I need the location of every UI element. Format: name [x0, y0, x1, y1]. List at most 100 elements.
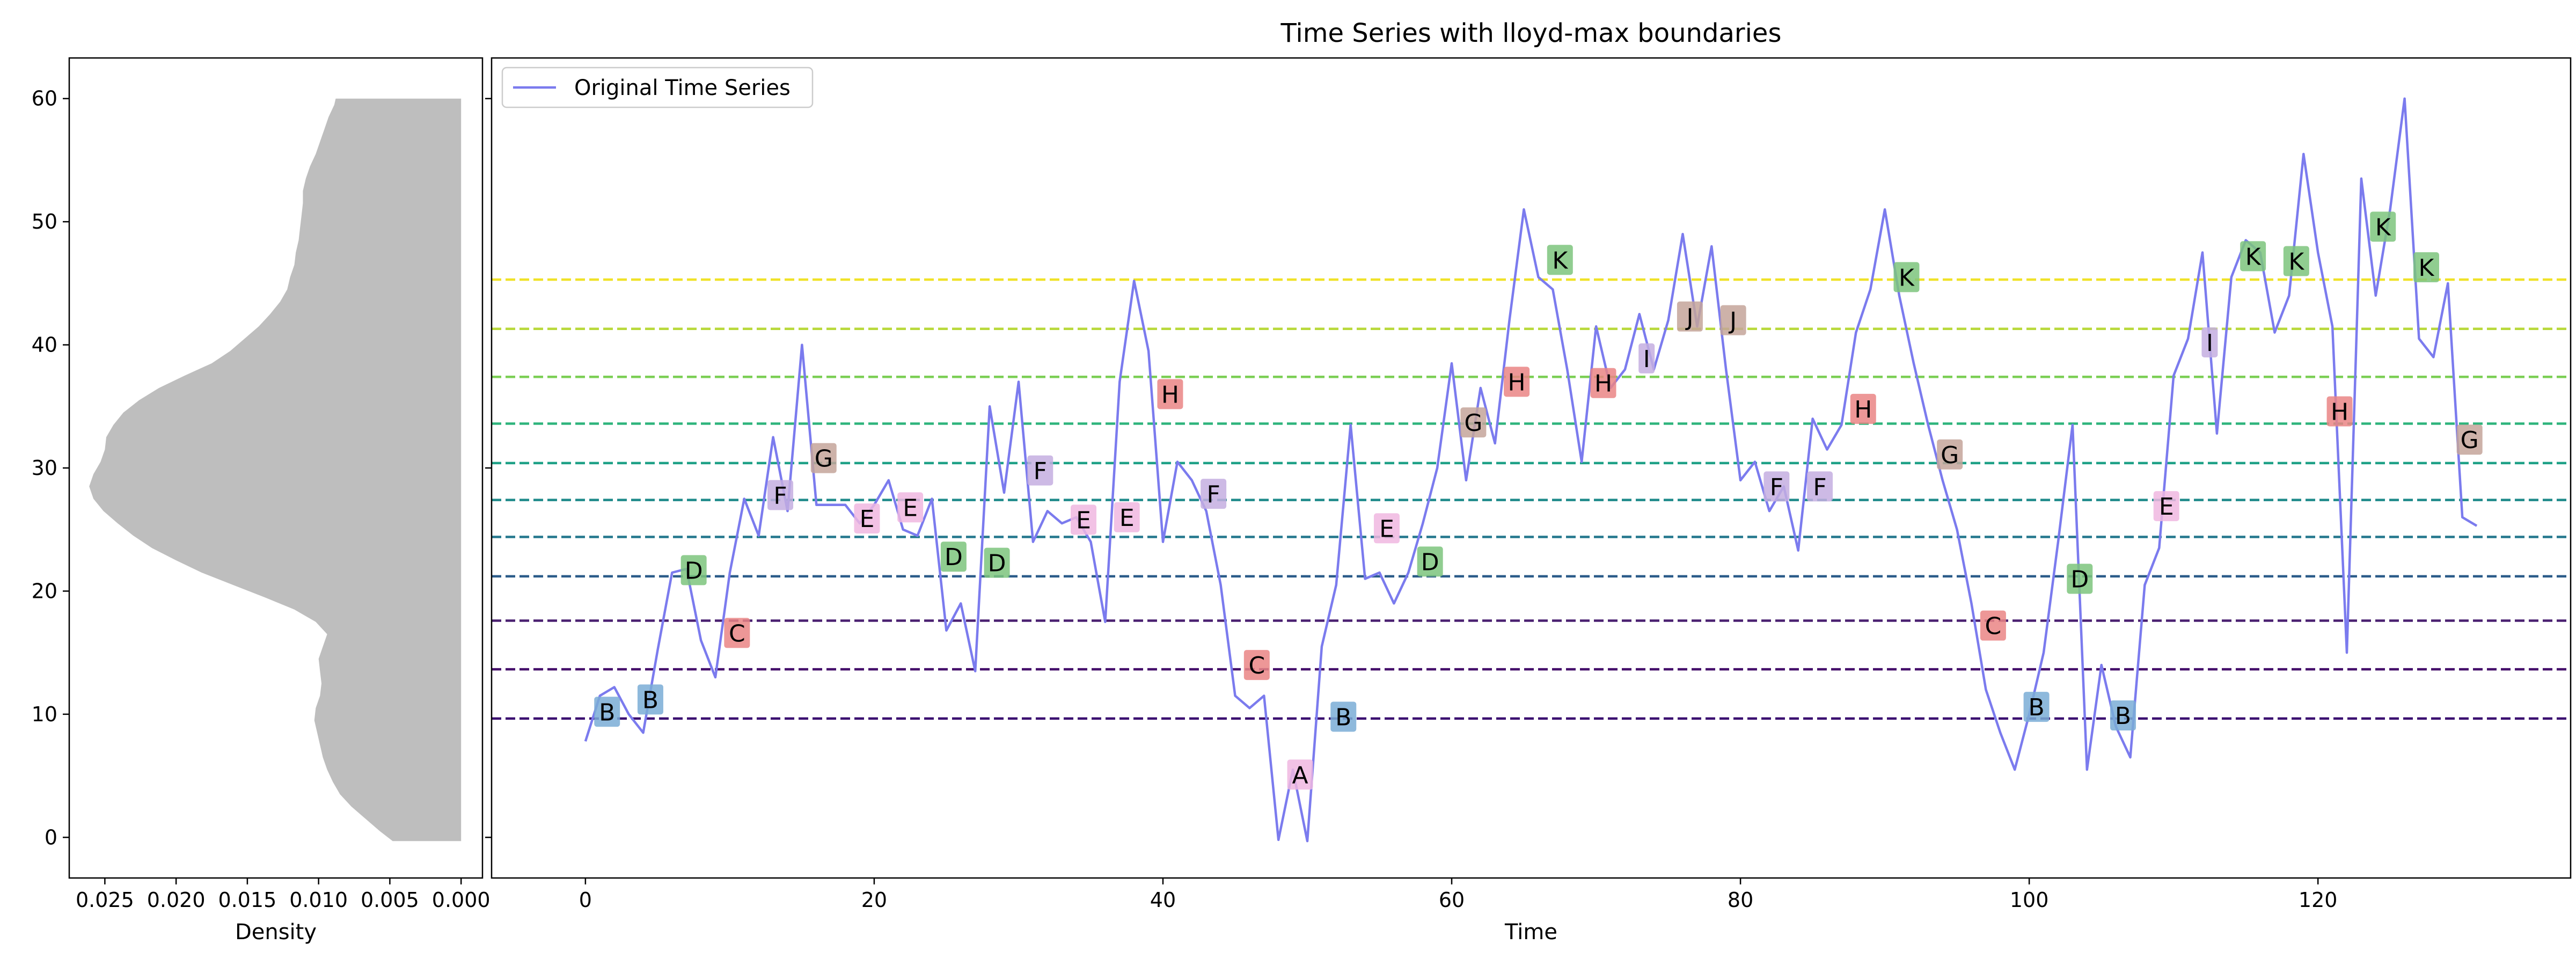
- symbol-label-box: [2153, 491, 2179, 522]
- symbol-annotation: K: [1547, 245, 1573, 275]
- symbol-label-text: F: [1770, 473, 1783, 501]
- symbol-label-box: [1373, 513, 1400, 544]
- symbol-label-box: [1638, 343, 1655, 374]
- symbol-label-text: J: [1728, 308, 1737, 335]
- symbol-label-text: B: [2115, 702, 2131, 730]
- density-y-tick-label: 20: [32, 579, 57, 603]
- symbol-label-text: K: [1899, 264, 1915, 291]
- symbol-label-text: H: [1508, 369, 1526, 396]
- symbol-annotation: B: [594, 697, 620, 727]
- symbol-annotation: C: [1243, 650, 1270, 680]
- symbol-label-text: E: [1379, 515, 1394, 543]
- symbol-annotation: B: [1330, 701, 1357, 732]
- symbol-label-box: [2067, 564, 2093, 594]
- symbol-label-box: [594, 697, 620, 727]
- symbol-label-box: [2326, 396, 2353, 427]
- symbol-annotation: I: [1638, 343, 1655, 374]
- symbol-annotation: E: [1071, 504, 1097, 535]
- symbol-label-box: [1287, 759, 1313, 790]
- symbol-annotation: E: [897, 492, 924, 523]
- symbol-label-box: [680, 555, 707, 586]
- symbol-label-box: [1504, 367, 1530, 397]
- symbol-annotation: C: [724, 618, 750, 648]
- symbol-label-text: H: [1161, 381, 1179, 408]
- density-y-tick-label: 60: [32, 87, 57, 111]
- density-x-tick-label: 0.005: [361, 888, 419, 912]
- time-x-tick-label: 20: [861, 888, 887, 912]
- symbol-label-box: [1417, 546, 1443, 577]
- symbol-label-text: A: [1292, 762, 1308, 789]
- symbol-annotation: C: [1980, 610, 2006, 641]
- symbol-annotation: F: [1807, 471, 1833, 502]
- symbol-annotation: K: [2370, 211, 2396, 242]
- symbol-annotation: G: [1937, 439, 1963, 470]
- symbol-label-box: [1157, 379, 1183, 409]
- symbol-annotation: H: [1157, 379, 1183, 409]
- symbol-annotation: H: [2326, 396, 2353, 427]
- symbol-label-text: I: [1643, 346, 1650, 373]
- symbol-annotation: F: [1027, 455, 1053, 486]
- density-axes-frame: [68, 57, 484, 879]
- symbol-label-text: K: [1552, 247, 1568, 274]
- symbol-label-text: B: [2029, 694, 2045, 721]
- symbol-label-text: E: [2159, 493, 2174, 521]
- time-y-ticks: [485, 98, 492, 838]
- density-y-tick-label: 50: [32, 210, 57, 233]
- symbol-label-text: C: [729, 620, 745, 647]
- symbol-label-box: [1071, 504, 1097, 535]
- symbol-label-box: [897, 492, 924, 523]
- symbol-annotation: B: [637, 684, 663, 715]
- symbol-label-text: G: [1941, 442, 1959, 469]
- density-x-tick-label: 0.010: [289, 888, 348, 912]
- symbol-label-box: [1243, 650, 1270, 680]
- legend-entry-original-time-series: Original Time Series: [574, 76, 791, 100]
- symbol-label-text: C: [1248, 652, 1265, 679]
- density-y-tick-label: 10: [32, 702, 57, 726]
- symbol-annotation: H: [1590, 368, 1616, 398]
- symbol-label-text: I: [2206, 330, 2213, 357]
- symbol-annotation: E: [1114, 502, 1140, 532]
- symbol-label-box: [1720, 305, 1746, 335]
- symbol-label-box: [1330, 701, 1357, 732]
- symbol-label-text: B: [599, 699, 615, 726]
- symbol-annotation: J: [1677, 301, 1703, 332]
- symbol-label-text: G: [1464, 409, 1482, 437]
- time-x-ticks: 0 20 40 60 80 100 120: [579, 878, 2338, 912]
- symbol-label-box: [1201, 479, 1227, 509]
- density-x-tick-label: 0.000: [432, 888, 491, 912]
- symbol-annotation: A: [1287, 759, 1313, 790]
- symbol-label-box: [2110, 700, 2136, 731]
- symbol-annotation: H: [1504, 367, 1530, 397]
- symbol-label-text: F: [1206, 481, 1220, 508]
- symbol-label-text: K: [2245, 243, 2262, 270]
- symbol-label-text: D: [988, 550, 1006, 577]
- symbol-label-box: [2456, 425, 2483, 455]
- symbol-annotation: D: [1417, 546, 1443, 577]
- time-x-tick-label: 120: [2299, 888, 2338, 912]
- symbol-label-text: J: [1685, 304, 1693, 331]
- symbol-label-text: E: [860, 506, 875, 533]
- symbol-label-text: F: [773, 482, 787, 509]
- symbol-label-box: [1114, 502, 1140, 532]
- density-y-tick-label: 0: [45, 825, 57, 849]
- symbol-annotation: E: [1373, 513, 1400, 544]
- time-series-axes-frame: [491, 57, 2572, 879]
- symbol-annotation: F: [1763, 471, 1790, 502]
- symbol-label-text: K: [2419, 254, 2435, 282]
- symbol-label-box: [2201, 327, 2218, 357]
- symbol-annotation: F: [767, 480, 794, 510]
- symbol-label-box: [1460, 407, 1487, 438]
- symbol-label-text: H: [1594, 370, 1612, 398]
- symbol-label-text: C: [1985, 613, 2002, 640]
- symbol-label-box: [1677, 301, 1703, 332]
- symbol-annotation: K: [2283, 246, 2309, 276]
- legend-box: [501, 67, 814, 108]
- symbol-label-text: D: [2070, 566, 2089, 593]
- symbol-label-text: K: [2288, 248, 2304, 276]
- density-x-axis-label: Density: [235, 920, 317, 945]
- chart-title: Time Series with lloyd-max boundaries: [1280, 18, 1782, 48]
- time-series-plot-area: [492, 58, 2571, 878]
- time-x-tick-label: 80: [1728, 888, 1753, 912]
- boundary-lines: [492, 278, 2571, 720]
